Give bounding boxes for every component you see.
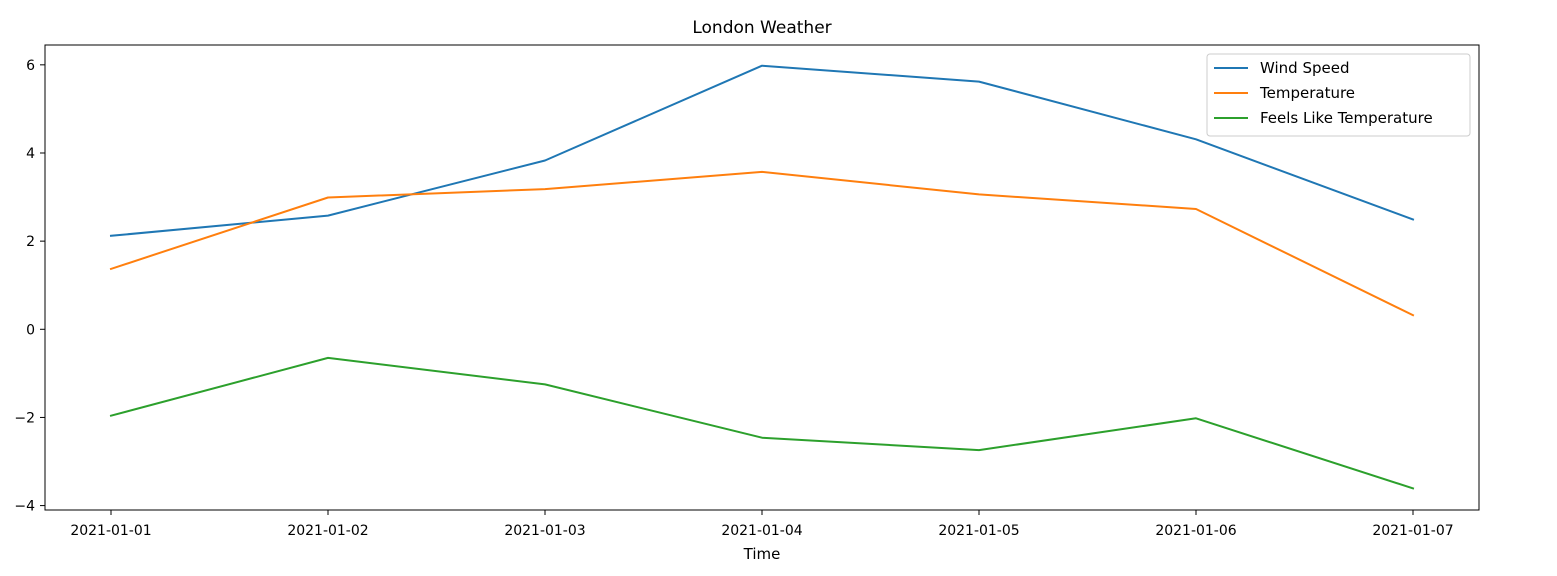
y-tick-label: 6	[26, 58, 35, 74]
chart-title: London Weather	[692, 18, 831, 38]
plot-area	[109, 64, 1415, 490]
legend-label: Feels Like Temperature	[1260, 109, 1433, 127]
legend: Wind Speed Temperature Feels Like Temperat…	[1206, 53, 1471, 137]
series-line-wind-speed	[109, 64, 1415, 237]
x-tick-label: 2021-01-03	[504, 523, 585, 539]
legend-label: Temperature	[1259, 84, 1355, 102]
y-tick-label: 4	[26, 146, 35, 162]
y-tick-label: 2	[26, 234, 35, 250]
x-axis: 2021-01-01 2021-01-02 2021-01-03 2021-01-04…	[70, 510, 1454, 539]
x-tick-label: 2021-01-04	[721, 523, 802, 539]
x-tick-label: 2021-01-05	[938, 523, 1019, 539]
x-axis-label: Time	[743, 545, 781, 563]
series-line-temperature	[109, 170, 1415, 317]
series-line-feels-like-temperature	[109, 356, 1415, 490]
x-tick-label: 2021-01-07	[1372, 523, 1453, 539]
legend-label: Wind Speed	[1260, 59, 1350, 77]
x-tick-label: 2021-01-01	[70, 523, 151, 539]
x-tick-label: 2021-01-06	[1155, 523, 1236, 539]
y-axis: −4 −2 0 2 4 6	[14, 58, 45, 515]
y-tick-label: −4	[14, 499, 35, 515]
legend-box	[1206, 53, 1471, 137]
y-tick-label: 0	[26, 322, 35, 338]
x-tick-label: 2021-01-02	[287, 523, 368, 539]
y-tick-label: −2	[14, 410, 35, 426]
